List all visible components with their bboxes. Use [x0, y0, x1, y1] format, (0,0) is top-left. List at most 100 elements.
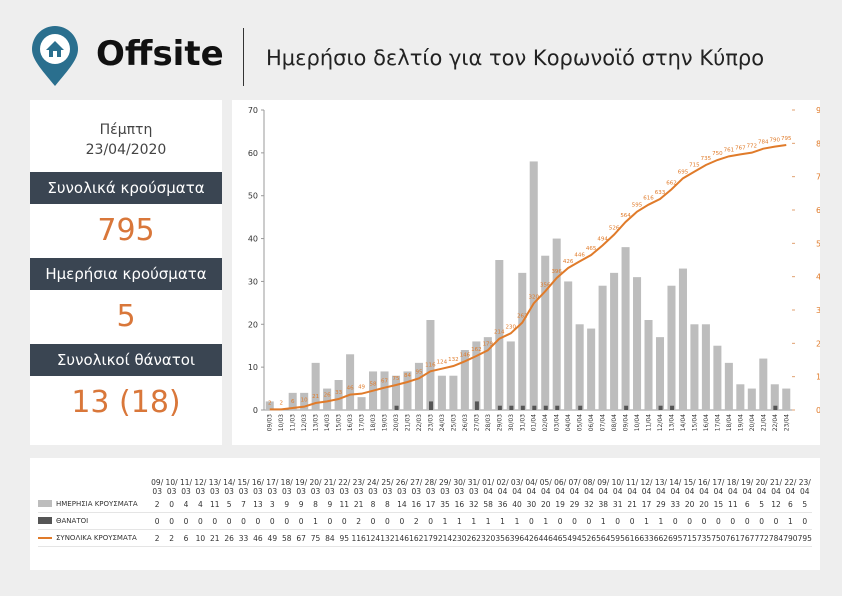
- row-label: ΘΑΝΑΤΟΙ: [38, 512, 150, 530]
- table-row: ΗΜΕΡΗΣΙΑ ΚΡΟΥΣΜΑΤΑ 2 0 4 4 11 5 7 13 3 9 9 8 9 11 21 8 8 1…: [38, 496, 812, 513]
- data-label: 84: [404, 373, 411, 379]
- x-tick-label: 19/03: [382, 414, 389, 431]
- bar: [323, 388, 332, 410]
- table-cell: 750: [711, 529, 726, 547]
- data-label: 26: [324, 392, 331, 398]
- bar: [541, 255, 550, 410]
- data-label: 761: [724, 147, 735, 153]
- table-cell: 0: [725, 512, 741, 530]
- header-date: 06/04: [554, 478, 567, 496]
- header-date: 11/04: [626, 478, 639, 496]
- divider: [243, 28, 244, 86]
- table-cell: 6: [783, 496, 798, 513]
- table-cell: 5: [797, 496, 812, 513]
- x-tick-label: 05/04: [577, 414, 584, 431]
- date: 23/04/2020: [85, 142, 167, 158]
- bar: [667, 285, 676, 410]
- bar: [334, 380, 343, 410]
- table-cell: 67: [293, 529, 309, 547]
- table-cell: 8: [365, 496, 381, 513]
- y-tick-label: 10: [248, 363, 258, 372]
- data-label: 67: [381, 379, 388, 385]
- x-tick-label: 06/04: [588, 414, 595, 431]
- table-cell: 0: [193, 512, 208, 530]
- bar: [736, 384, 745, 410]
- data-label: 162: [471, 347, 482, 353]
- table-cell: 33: [236, 529, 251, 547]
- header-date: 26/03: [395, 478, 408, 496]
- stat-value: 13 (18): [30, 376, 222, 430]
- x-tick-label: 12/03: [301, 414, 308, 431]
- day: Πέμπτη: [99, 122, 153, 138]
- table-cell: 1: [639, 512, 654, 530]
- table-cell: 21: [351, 496, 366, 513]
- table-cell: 15: [711, 496, 726, 513]
- table-cell: 38: [596, 496, 611, 513]
- bar: [495, 260, 504, 410]
- table-cell: 5: [754, 496, 769, 513]
- x-tick-label: 26/03: [462, 414, 469, 431]
- header-date: 09/03: [151, 478, 164, 496]
- table-cell: 230: [452, 529, 467, 547]
- table-cell: 0: [279, 512, 294, 530]
- data-label: 695: [678, 169, 689, 175]
- table-cell: 16: [409, 496, 424, 513]
- table-cell: 1: [783, 512, 798, 530]
- bar: [497, 405, 502, 410]
- x-tick-label: 11/04: [646, 414, 653, 431]
- x-tick-label: 28/03: [485, 414, 492, 431]
- x-tick-label: 21/03: [404, 414, 411, 431]
- table-cell: 5: [221, 496, 237, 513]
- table-cell: 9: [279, 496, 294, 513]
- table-cell: 0: [322, 512, 338, 530]
- x-tick-label: 11/03: [290, 414, 297, 431]
- data-label: 795: [781, 136, 792, 142]
- table-cell: 35: [437, 496, 453, 513]
- line: [269, 144, 787, 411]
- table-cell: 8: [380, 496, 395, 513]
- table-cell: 0: [711, 512, 726, 530]
- bar: [391, 375, 401, 410]
- table-cell: 16: [452, 496, 467, 513]
- header-date: 13/03: [208, 478, 221, 496]
- y-tick-label: 0: [253, 406, 258, 415]
- table-cell: 564: [596, 529, 611, 547]
- table-cell: 6: [178, 529, 194, 547]
- x-tick-label: 10/04: [634, 414, 641, 431]
- table-cell: 21: [207, 529, 222, 547]
- y2-tick-label: 200: [816, 339, 820, 348]
- table-cell: 31: [610, 496, 625, 513]
- data-label: 564: [620, 213, 631, 219]
- bar: [449, 375, 458, 410]
- table-cell: 124: [365, 529, 381, 547]
- y2-tick-label: 900: [816, 106, 820, 115]
- x-tick-label: 17/03: [359, 414, 366, 431]
- table-cell: 20: [538, 496, 553, 513]
- header-date: 08/04: [582, 478, 595, 496]
- header-date: 14/03: [223, 478, 236, 496]
- table-cell: 214: [437, 529, 453, 547]
- x-tick-label: 30/03: [508, 414, 515, 431]
- bar: [587, 328, 596, 410]
- table-cell: 715: [682, 529, 697, 547]
- table-cell: 695: [668, 529, 683, 547]
- table-cell: 446: [538, 529, 553, 547]
- table-cell: 2: [150, 529, 165, 547]
- data-label: 33: [335, 390, 342, 396]
- x-tick-label: 14/03: [324, 414, 331, 431]
- data-label: 595: [632, 203, 643, 209]
- header-date: 17/04: [712, 478, 725, 496]
- bar: [759, 358, 768, 410]
- table-header: 09/03 10/03 11/03 12/03 13/03 14/03 15/03 16/03…: [38, 478, 812, 496]
- data-label: 132: [448, 357, 459, 363]
- header-date: 18/04: [726, 478, 739, 496]
- header-date: 19/03: [295, 478, 308, 496]
- table-cell: 95: [337, 529, 352, 547]
- y-tick-label: 50: [248, 192, 258, 201]
- table-cell: 0: [768, 512, 784, 530]
- table-cell: 0: [164, 496, 179, 513]
- table-cell: 633: [639, 529, 654, 547]
- table-row: ΘΑΝΑΤΟΙ 0 0 0 0 0 0 0 0 0 0 0 1 0 0 2 0 0 0 2 0 1 1 1 1 1 1 0 1 0 0 0 1 0…: [38, 512, 812, 530]
- table-cell: 0: [740, 512, 755, 530]
- header-date: 12/04: [640, 478, 653, 496]
